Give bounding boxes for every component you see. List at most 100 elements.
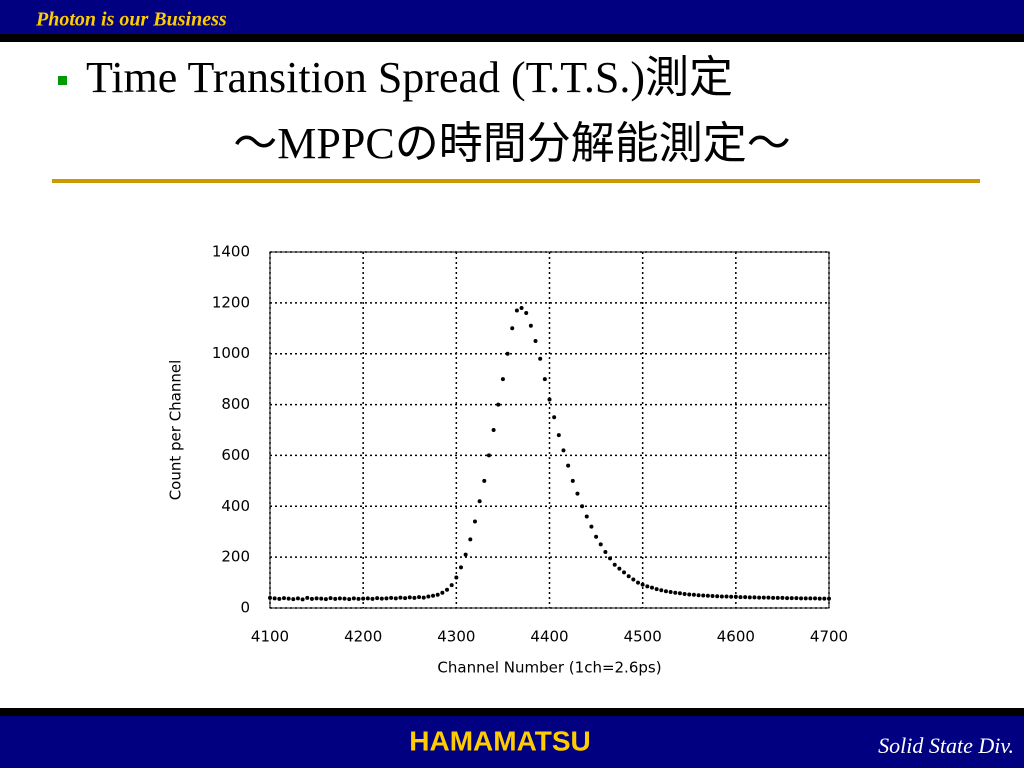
- data-point: [323, 597, 328, 602]
- data-point: [491, 428, 496, 432]
- data-point: [505, 351, 510, 356]
- data-point: [729, 594, 734, 599]
- data-point: [314, 596, 319, 601]
- data-point: [771, 595, 776, 600]
- header-rule: [0, 34, 1024, 42]
- data-point: [449, 583, 454, 588]
- data-point: [403, 596, 408, 601]
- data-point: [794, 596, 799, 601]
- data-point: [384, 596, 389, 601]
- data-point: [733, 594, 738, 599]
- data-point: [780, 595, 785, 600]
- data-point: [566, 463, 571, 468]
- data-point: [407, 595, 412, 600]
- data-point: [300, 597, 305, 602]
- data-point: [561, 448, 566, 453]
- data-point: [528, 323, 533, 328]
- data-point: [277, 596, 282, 601]
- data-point: [417, 595, 422, 600]
- header-bar: [0, 0, 1024, 34]
- data-point: [677, 591, 682, 596]
- y-tick-label: 1400: [212, 243, 250, 261]
- data-point: [477, 499, 482, 504]
- footer-bar: [0, 716, 1024, 768]
- data-point: [570, 478, 575, 483]
- data-point: [705, 593, 710, 598]
- x-tick-label: 4200: [344, 628, 382, 646]
- data-point: [347, 597, 352, 602]
- header-text: Photon is our Business: [35, 9, 227, 31]
- x-tick-label: 4300: [437, 628, 475, 646]
- data-point: [510, 326, 515, 331]
- data-point: [393, 596, 398, 601]
- data-point: [533, 339, 538, 343]
- x-axis-label: Channel Number (1ch=2.6ps): [437, 659, 661, 677]
- data-point: [272, 596, 277, 601]
- data-point: [305, 595, 310, 600]
- data-point: [789, 596, 794, 601]
- data-point: [668, 589, 673, 594]
- data-point: [370, 596, 375, 601]
- data-point: [458, 565, 463, 570]
- data-point: [603, 550, 608, 555]
- data-point: [598, 542, 603, 547]
- data-point: [827, 596, 831, 601]
- y-tick-label: 1000: [212, 344, 250, 362]
- data-point: [268, 595, 272, 600]
- data-point: [291, 597, 296, 602]
- data-point: [463, 552, 468, 557]
- data-point: [822, 596, 827, 601]
- data-point: [356, 596, 361, 601]
- title-rule: [52, 179, 980, 183]
- data-point: [556, 433, 561, 438]
- data-point: [719, 594, 724, 599]
- footer-brand: HAMAMATSU: [409, 725, 590, 756]
- data-point: [813, 596, 818, 601]
- data-point: [552, 415, 557, 420]
- data-point: [724, 594, 729, 599]
- data-point: [398, 595, 403, 600]
- data-point: [333, 596, 338, 601]
- data-point: [519, 305, 524, 310]
- x-tick-label: 4100: [251, 628, 289, 646]
- data-point: [281, 596, 286, 601]
- data-point: [757, 595, 762, 600]
- data-point: [817, 596, 822, 601]
- data-point: [309, 596, 314, 601]
- x-tick-label: 4700: [810, 628, 848, 646]
- data-point: [575, 491, 580, 496]
- data-point: [337, 596, 342, 601]
- data-point: [389, 595, 394, 600]
- data-point: [435, 592, 440, 597]
- data-point: [524, 311, 529, 316]
- x-tick-label: 4500: [624, 628, 662, 646]
- data-point: [412, 595, 417, 600]
- x-tick-label: 4600: [717, 628, 755, 646]
- data-point: [687, 592, 692, 597]
- data-point: [365, 596, 370, 601]
- data-point: [747, 595, 752, 600]
- y-axis-label: Count per Channel: [167, 360, 185, 501]
- data-point: [766, 595, 771, 600]
- y-tick-label: 200: [221, 548, 250, 566]
- data-point: [580, 504, 585, 509]
- y-tick-label: 1200: [212, 293, 250, 311]
- y-tick-label: 800: [221, 395, 250, 413]
- footer-division: Solid State Div.: [878, 733, 1014, 758]
- data-point: [701, 593, 706, 598]
- plot-frame: [269, 251, 830, 609]
- footer-rule: [0, 708, 1024, 716]
- data-point: [752, 595, 757, 600]
- title-line1: Time Transition Spread (T.T.S.)測定: [86, 53, 733, 102]
- x-tick-label: 4400: [530, 628, 568, 646]
- data-point: [538, 356, 543, 361]
- data-point: [594, 534, 599, 539]
- data-point: [496, 402, 501, 407]
- data-point: [542, 377, 547, 382]
- data-point: [547, 397, 552, 402]
- data-point: [761, 595, 766, 600]
- data-point: [584, 514, 589, 519]
- data-point: [617, 566, 622, 571]
- data-point: [486, 453, 491, 458]
